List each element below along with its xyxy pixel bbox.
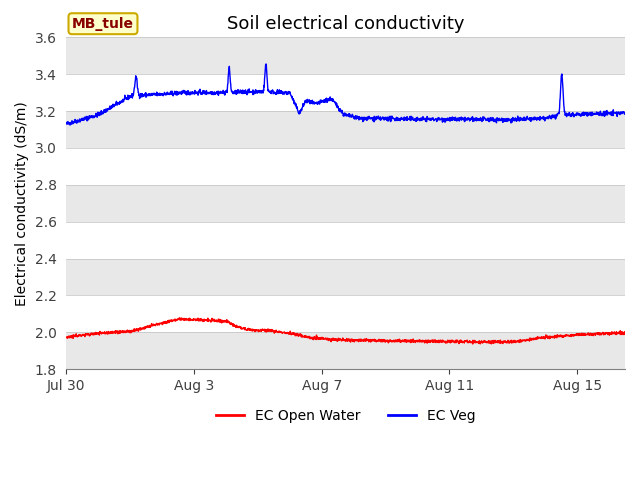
Title: Soil electrical conductivity: Soil electrical conductivity: [227, 15, 465, 33]
Bar: [67, 222, 625, 259]
Bar: [67, 296, 625, 332]
Y-axis label: Electrical conductivity (dS/m): Electrical conductivity (dS/m): [15, 101, 29, 306]
Bar: [67, 332, 625, 369]
Bar: [67, 185, 625, 222]
Bar: [67, 37, 625, 74]
Bar: [67, 148, 625, 185]
Bar: [67, 259, 625, 296]
Text: MB_tule: MB_tule: [72, 17, 134, 31]
Bar: [67, 74, 625, 111]
Bar: [67, 111, 625, 148]
Legend: EC Open Water, EC Veg: EC Open Water, EC Veg: [211, 404, 481, 429]
